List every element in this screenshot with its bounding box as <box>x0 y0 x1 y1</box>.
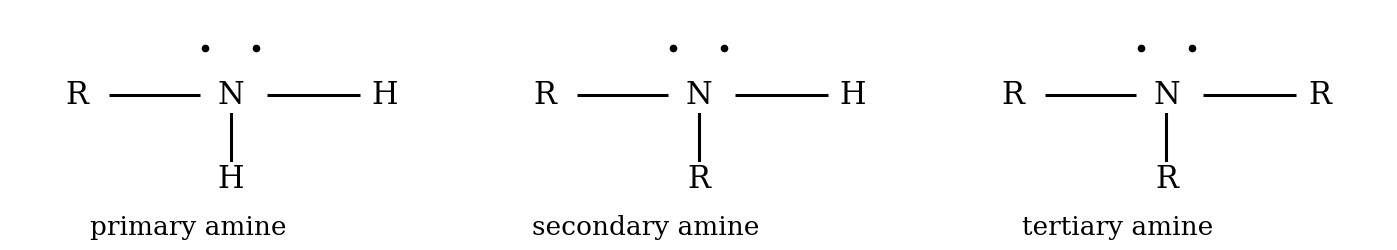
Text: R: R <box>1002 80 1024 110</box>
Text: secondary amine: secondary amine <box>532 215 759 240</box>
Text: primary amine: primary amine <box>91 215 286 240</box>
Text: R: R <box>687 164 710 196</box>
Text: H: H <box>840 80 865 110</box>
Text: N: N <box>1153 80 1180 110</box>
Text: N: N <box>217 80 244 110</box>
Text: H: H <box>218 164 243 196</box>
Text: H: H <box>372 80 397 110</box>
Text: R: R <box>66 80 88 110</box>
Text: R: R <box>1155 164 1178 196</box>
Text: tertiary amine: tertiary amine <box>1023 215 1213 240</box>
Text: R: R <box>1309 80 1331 110</box>
Text: R: R <box>534 80 556 110</box>
Text: N: N <box>685 80 712 110</box>
